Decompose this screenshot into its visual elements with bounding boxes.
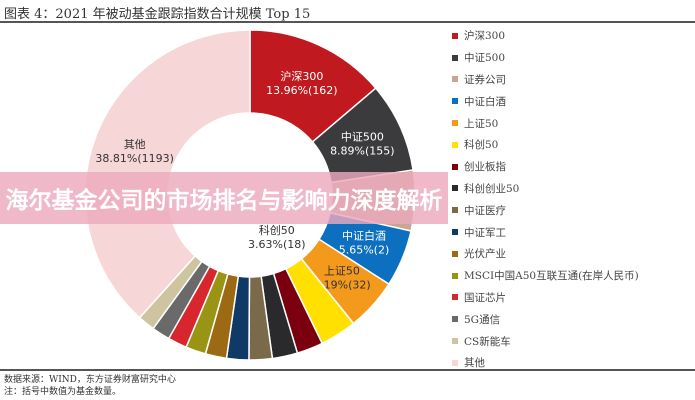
source-note: 数据来源：WIND，东方证券财富研究中心 [4, 375, 176, 385]
legend-label: 创业板指 [464, 161, 506, 174]
legend-label: 沪深300 [464, 30, 506, 43]
slice-label-15: 其他 38.81%(1193) [95, 138, 174, 165]
legend-swatch [452, 98, 458, 105]
slice-label-5: 科创50 3.63%(18) [248, 223, 306, 251]
legend: 沪深300 中证500 证券公司中证白酒上证50 科创50 创业板指科创创业50 中证医疗… [452, 25, 639, 374]
chart-title: 图表 4：2021 年被动基金跟踪指数合计规模 Top 15 [4, 7, 311, 22]
legend-swatch [452, 32, 458, 39]
legend-label: CS新能车 [464, 335, 511, 348]
legend-item: 5G通信 [452, 308, 639, 330]
legend-swatch [452, 76, 458, 83]
legend-item: 证券公司 [452, 69, 639, 91]
legend-label: 5G通信 [464, 313, 501, 326]
legend-item: CS新能车 [452, 330, 639, 352]
legend-swatch [452, 207, 458, 214]
legend-label: 中证白酒 [464, 95, 506, 108]
title-rule [0, 21, 695, 23]
legend-swatch [452, 250, 458, 257]
legend-swatch [452, 229, 458, 236]
legend-swatch [452, 185, 458, 192]
legend-label: 中证军工 [464, 226, 506, 239]
legend-item: 光伏产业 [452, 243, 639, 265]
legend-item: 科创创业50 [452, 178, 639, 200]
legend-swatch [452, 141, 458, 148]
legend-item: 中证军工 [452, 221, 639, 243]
legend-swatch [452, 120, 458, 127]
legend-swatch [452, 316, 458, 323]
legend-item: 中证医疗 [452, 199, 639, 221]
slice-label-3: 中证白酒 5.65%(2) [339, 229, 390, 257]
legend-swatch [452, 294, 458, 301]
legend-item: 中证白酒 [452, 90, 639, 112]
count-note: 注：括号中数值为基金数量。 [4, 387, 122, 397]
slice-label-1: 中证500 8.89%(155) [330, 131, 395, 158]
legend-item: 创业板指 [452, 156, 639, 178]
footer: 数据来源：WIND，东方证券财富研究中心 注：括号中数值为基金数量。 [4, 374, 176, 398]
legend-item: 中证500 [452, 47, 639, 69]
legend-item: 国证芯片 [452, 287, 639, 309]
legend-item: MSCI中国A50互联互通(在岸人民币) [452, 265, 639, 287]
legend-label: MSCI中国A50互联互通(在岸人民币) [464, 270, 639, 283]
legend-label: 科创50 [464, 139, 499, 152]
legend-label: 中证500 [464, 52, 506, 65]
legend-item: 上证50 [452, 112, 639, 134]
legend-swatch [452, 338, 458, 345]
legend-swatch [452, 272, 458, 279]
overlay-banner: 海尔基金公司的市场排名与影响力深度解析 [0, 172, 448, 224]
slice-label-4: 上证50 5.19%(32) [313, 265, 371, 292]
legend-swatch [452, 163, 458, 170]
legend-label: 中证医疗 [464, 204, 506, 217]
legend-item: 其他 [452, 352, 639, 374]
legend-item: 科创50 [452, 134, 639, 156]
legend-label: 国证芯片 [464, 291, 506, 304]
legend-swatch [452, 54, 458, 61]
slice-label-0: 沪深300 13.96%(162) [266, 69, 338, 97]
legend-label: 证券公司 [464, 73, 506, 86]
legend-label: 其他 [464, 357, 485, 370]
legend-label: 科创创业50 [464, 182, 520, 195]
legend-label: 上证50 [464, 117, 499, 130]
legend-item: 沪深300 [452, 25, 639, 47]
legend-swatch [452, 359, 458, 366]
legend-label: 光伏产业 [464, 248, 506, 261]
footer-rule [0, 369, 695, 371]
